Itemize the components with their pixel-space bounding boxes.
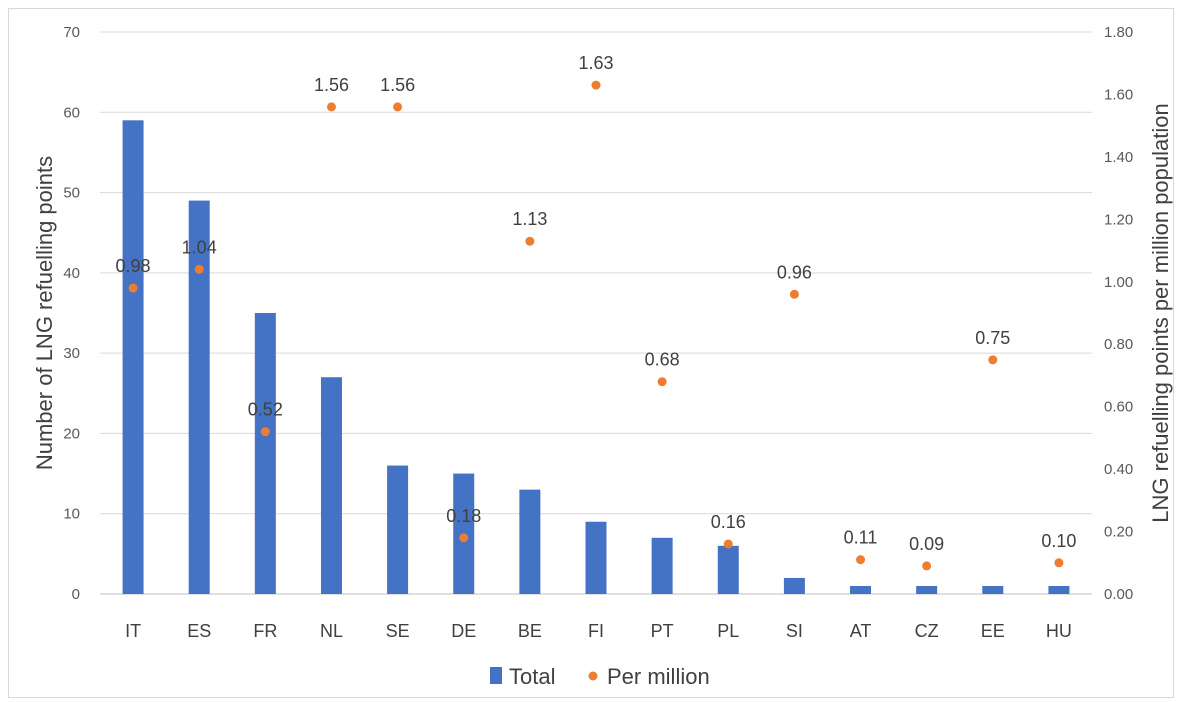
category-axis-labels: IT ES FR NL SE DE BE FI PT PL SI AT CZ EE HU (125, 621, 1072, 641)
left-tick-label: 50 (63, 185, 80, 202)
point (856, 555, 866, 565)
point (326, 102, 336, 112)
bar (387, 465, 409, 594)
data-label: 0.11 (844, 528, 878, 548)
data-label: 0.52 (248, 400, 283, 420)
data-label: 0.16 (711, 512, 746, 532)
data-label: 0.75 (975, 328, 1010, 348)
category-label: SI (786, 621, 803, 641)
bar (122, 120, 144, 595)
right-tick-label: 0.80 (1104, 336, 1133, 353)
left-tick-label: 20 (63, 425, 80, 442)
data-labels: 0.98 1.04 0.52 1.56 1.56 0.18 1.13 1.63 0.68 0.16… (116, 53, 1077, 554)
category-label: AT (850, 621, 872, 641)
data-label: 1.56 (314, 75, 349, 95)
bar (188, 200, 210, 594)
data-label: 1.63 (578, 53, 613, 73)
bar (254, 313, 276, 594)
left-tick-label: 0 (72, 586, 80, 603)
data-label: 0.68 (645, 350, 680, 370)
legend: Total Per million (490, 664, 710, 689)
bar (320, 377, 342, 594)
right-axis-title: LNG refuelling points per million popula… (1148, 103, 1173, 522)
right-tick-label: 0.00 (1104, 586, 1133, 603)
right-tick-label: 0.40 (1104, 461, 1133, 478)
right-tick-label: 1.80 (1104, 24, 1133, 41)
point (393, 102, 403, 112)
category-label: DE (451, 621, 476, 641)
data-label: 0.18 (446, 506, 481, 526)
bar (916, 585, 938, 594)
legend-marker-per-million (588, 671, 598, 681)
left-tick-label: 70 (63, 24, 80, 41)
category-label: EE (981, 621, 1005, 641)
right-tick-label: 1.60 (1104, 86, 1133, 103)
data-label: 1.04 (182, 237, 217, 257)
point (723, 539, 733, 549)
left-tick-label: 30 (63, 345, 80, 362)
right-tick-label: 0.60 (1104, 399, 1133, 416)
bar (982, 585, 1004, 594)
point (657, 377, 667, 387)
data-label: 0.98 (116, 256, 151, 276)
bar (783, 577, 805, 594)
point (1054, 558, 1064, 568)
right-tick-label: 1.40 (1104, 149, 1133, 166)
point (988, 355, 998, 365)
category-label: BE (518, 621, 542, 641)
gridlines (100, 31, 1092, 595)
point (128, 283, 138, 293)
data-label: 0.10 (1041, 531, 1076, 551)
point (922, 561, 932, 571)
data-label: 0.09 (909, 534, 944, 554)
legend-label-total: Total (509, 664, 555, 689)
data-label: 0.96 (777, 262, 812, 282)
category-label: SE (386, 621, 410, 641)
left-tick-label: 10 (63, 506, 80, 523)
left-tick-label: 60 (63, 104, 80, 121)
point (459, 533, 469, 543)
left-axis-tick-labels: 0 10 20 30 40 50 60 70 (63, 24, 80, 603)
bar (717, 545, 739, 594)
point (525, 236, 535, 246)
category-label: CZ (915, 621, 939, 641)
bar (651, 537, 673, 594)
left-axis-title: Number of LNG refuelling points (32, 156, 57, 470)
bar (1048, 585, 1070, 594)
legend-swatch-total (490, 667, 502, 684)
bar (519, 489, 541, 594)
left-tick-label: 40 (63, 265, 80, 282)
category-label: IT (125, 621, 141, 641)
right-tick-label: 0.20 (1104, 524, 1133, 541)
data-label: 1.13 (512, 209, 547, 229)
category-label: ES (187, 621, 211, 641)
category-label: PL (717, 621, 739, 641)
bar-series-total (122, 120, 1070, 595)
data-label: 1.56 (380, 75, 415, 95)
right-axis-tick-labels: 0.00 0.20 0.40 0.60 0.80 1.00 1.20 1.40 1.60 1.80 (1104, 24, 1133, 603)
scatter-series-per-million (128, 80, 1064, 571)
point (591, 80, 601, 90)
right-tick-label: 1.20 (1104, 211, 1133, 228)
point (789, 289, 799, 299)
point (194, 264, 204, 274)
right-tick-label: 1.00 (1104, 274, 1133, 291)
category-label: NL (320, 621, 343, 641)
category-label: PT (651, 621, 674, 641)
category-label: HU (1046, 621, 1072, 641)
point (260, 427, 270, 437)
legend-label-per-million: Per million (607, 664, 710, 689)
category-label: FR (253, 621, 277, 641)
bar (585, 521, 607, 594)
category-label: FI (588, 621, 604, 641)
bar (850, 585, 872, 594)
